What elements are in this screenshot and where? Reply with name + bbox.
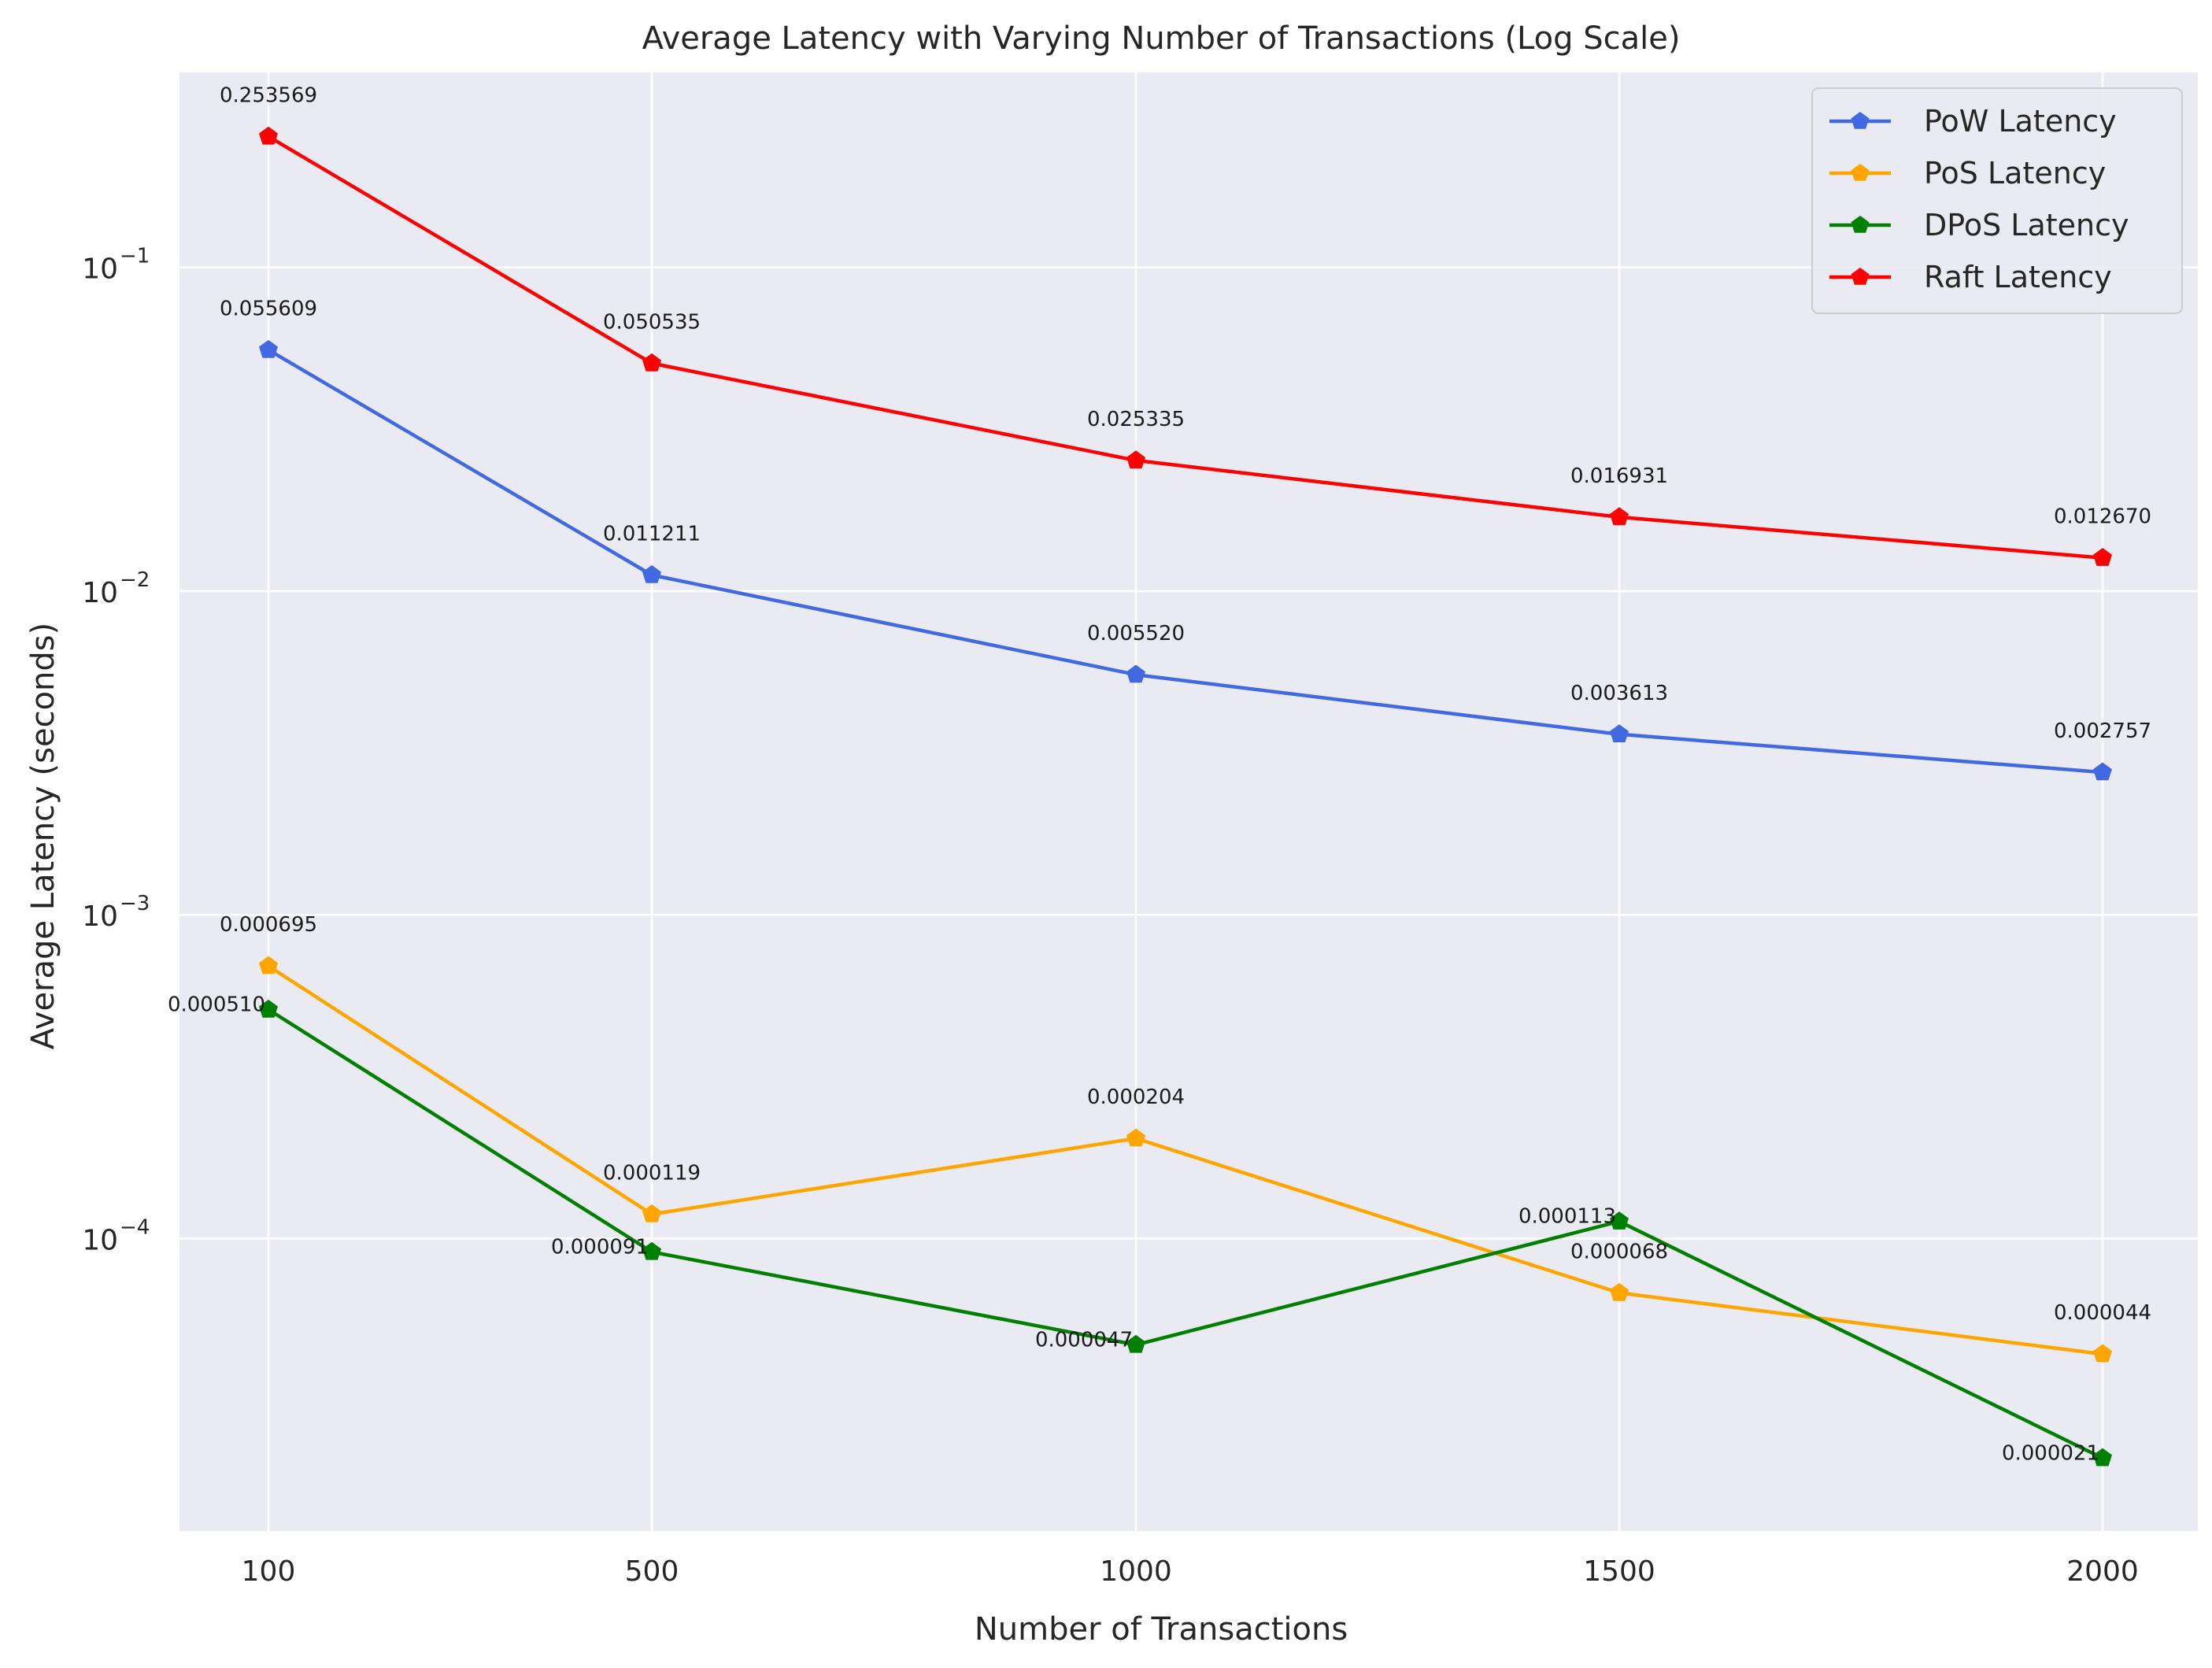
data-labels: 0.055609 0.011211 0.005520 0.003613 0.002757… — [168, 83, 2151, 1465]
legend: PoW Latency PoS Latency DPoS Latency Raft L… — [1811, 87, 2183, 314]
data-label: 0.055609 — [220, 297, 317, 320]
plot-area — [179, 72, 2198, 1531]
legend-label: DPoS Latency — [1924, 208, 2129, 242]
data-point — [2093, 1344, 2112, 1363]
legend-item: PoS Latency — [1829, 156, 2106, 190]
x-tick-label: 100 — [242, 1555, 296, 1588]
data-label: 0.005520 — [1087, 622, 1185, 645]
data-label: 0.000021 — [2002, 1441, 2099, 1465]
series-layer — [259, 126, 2112, 1466]
data-point — [1610, 1282, 1629, 1301]
data-point — [642, 1241, 661, 1260]
legend-label: PoW Latency — [1924, 104, 2117, 139]
y-tick-label: 10 — [82, 901, 118, 933]
y-tick-label: 10 — [82, 253, 118, 286]
data-label: 0.025335 — [1087, 408, 1185, 431]
y-tick-label: 10 — [82, 577, 118, 609]
data-point — [1126, 664, 1145, 683]
data-label: 0.016931 — [1570, 464, 1668, 488]
x-tick-label: 1500 — [1583, 1555, 1655, 1588]
data-point — [1610, 1211, 1629, 1230]
legend-marker — [1851, 164, 1870, 181]
y-tick-label: 10 — [82, 1225, 118, 1257]
x-tick-label: 2000 — [2066, 1555, 2139, 1588]
legend-item: DPoS Latency — [1829, 208, 2129, 242]
y-tick-exponent: −1 — [120, 245, 150, 268]
series-pow-latency — [259, 339, 2112, 781]
data-label: 0.000044 — [2054, 1301, 2151, 1325]
data-point — [1126, 1128, 1145, 1147]
data-point — [642, 1204, 661, 1222]
data-label: 0.003613 — [1570, 682, 1668, 705]
x-tick-label: 500 — [625, 1555, 679, 1588]
data-point — [2093, 762, 2112, 781]
data-label: 0.000091 — [551, 1235, 649, 1259]
data-point — [1126, 450, 1145, 469]
y-tick-exponent: −4 — [120, 1216, 150, 1240]
legend-label: PoS Latency — [1924, 156, 2106, 190]
data-label: 0.000510 — [168, 993, 265, 1017]
data-point — [642, 353, 661, 372]
data-point — [259, 956, 278, 975]
data-point — [1126, 1334, 1145, 1353]
plot-background — [179, 72, 2198, 1531]
legend-marker — [1851, 216, 1870, 233]
data-point — [2093, 1448, 2112, 1466]
legend-marker — [1851, 112, 1870, 129]
data-label: 0.011211 — [603, 523, 701, 546]
legend-item: Raft Latency — [1829, 260, 2112, 294]
data-point — [259, 126, 278, 145]
legend-marker — [1851, 268, 1870, 285]
legend-box — [1811, 87, 2183, 314]
data-label: 0.002757 — [2054, 719, 2151, 743]
series-pos-latency — [259, 956, 2112, 1363]
legend-label: Raft Latency — [1924, 260, 2112, 294]
data-label: 0.000695 — [220, 913, 317, 937]
y-tick-exponent: −3 — [120, 892, 150, 915]
data-point — [2093, 548, 2112, 566]
data-label: 0.000113 — [1518, 1205, 1616, 1229]
data-point — [1610, 507, 1629, 526]
data-label: 0.000068 — [1570, 1240, 1668, 1263]
data-label: 0.000119 — [603, 1161, 701, 1185]
data-point — [1610, 724, 1629, 742]
data-point — [259, 339, 278, 358]
data-label: 0.012670 — [2054, 505, 2151, 529]
data-point — [259, 999, 278, 1018]
series-raft-latency — [259, 126, 2112, 566]
y-axis-label: Average Latency (seconds) — [25, 623, 61, 1050]
y-tick-exponent: −2 — [120, 568, 150, 592]
data-label: 0.000047 — [1035, 1328, 1133, 1352]
legend-item: PoW Latency — [1829, 104, 2117, 139]
chart-title: Average Latency with Varying Number of T… — [642, 20, 1681, 57]
data-label: 0.253569 — [220, 83, 317, 107]
x-tick-label: 1000 — [1100, 1555, 1172, 1588]
x-axis-label: Number of Transactions — [975, 1611, 1348, 1648]
data-label: 0.050535 — [603, 311, 701, 335]
data-point — [642, 564, 661, 583]
data-label: 0.000204 — [1087, 1085, 1185, 1109]
series-dpos-latency — [259, 999, 2112, 1466]
